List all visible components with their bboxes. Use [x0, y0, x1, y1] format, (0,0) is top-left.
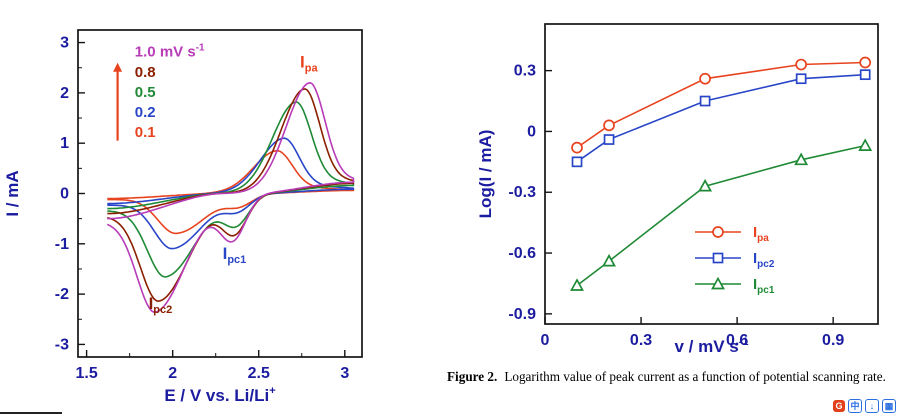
data-point: [712, 252, 724, 264]
x-tick-label: 2: [168, 365, 177, 382]
y-tick-label: -0.3: [508, 184, 536, 201]
x-tick-label: 0.3: [630, 332, 652, 349]
cv-legend-entry: 0.5: [135, 84, 156, 101]
x-axis-label: E / V vs. Li/Li+: [164, 385, 275, 405]
plot-frame: [544, 23, 879, 325]
cv-curve-0.5-mV-s-1: [107, 101, 355, 278]
y-tick-label: -1: [55, 236, 69, 253]
data-point: [603, 119, 615, 132]
y-tick-label: 2: [60, 85, 69, 102]
y-tick-label: 1: [60, 135, 69, 152]
data-point: [699, 72, 711, 85]
y-axis-label: Log(I / mA): [476, 130, 495, 219]
red-app-icon[interactable]: G: [833, 400, 845, 412]
x-tick-label: 0.9: [822, 332, 844, 349]
cv-legend-entry: 0.2: [135, 104, 156, 121]
data-point: [858, 138, 873, 151]
series-line-Ipc2: [576, 73, 866, 163]
tray-icons: G 中 ↓ ▦: [833, 399, 896, 413]
data-point: [711, 276, 725, 290]
cv-curve-0.2-mV-s-1: [107, 137, 355, 250]
y-tick-label: -2: [55, 286, 69, 303]
data-point: [699, 95, 711, 107]
y-tick-label: -0.6: [508, 245, 536, 262]
series-line-Ipc1: [576, 144, 866, 287]
x-tick-label: 2.5: [248, 365, 270, 382]
figure-caption-text: Logarithm value of peak current as a fun…: [504, 369, 886, 384]
data-point: [795, 58, 808, 71]
cv-legend-entry: 0.1: [135, 124, 156, 141]
peak-label-pc1: Ipc1: [223, 244, 247, 266]
cv-legend-entry: 0.8: [135, 64, 156, 81]
data-point: [603, 134, 615, 145]
y-tick-label: 0: [60, 186, 69, 203]
figure-caption-label: Figure 2.: [447, 369, 498, 384]
data-point: [859, 69, 871, 81]
figure-caption: Figure 2. Logarithm value of peak current…: [447, 368, 899, 385]
y-tick-label: -3: [55, 336, 69, 353]
peak-label-pa: Ipa: [300, 53, 318, 75]
data-point: [571, 156, 583, 168]
peak-label-pc2: Ipc2: [149, 294, 173, 316]
log-peak-current-chart: 0 0.3 0.6 0.9 -0.9 -0.6 -0.3 0 0.3 Log(I / mA) v /…: [476, 23, 879, 356]
y-tick-label: 0: [527, 123, 536, 140]
legend-label-Ipc2: Ipc2: [753, 250, 775, 270]
y-tick-label: -0.9: [508, 306, 536, 323]
legend-label-Ipc1: Ipc1: [753, 276, 775, 296]
download-icon[interactable]: ↓: [865, 399, 879, 413]
data-point: [602, 253, 616, 267]
cv-curve-1.0-mV-s-1: [106, 82, 355, 313]
cv-legend-entry: 1.0 mV s-1: [135, 43, 205, 61]
y-tick-label: 3: [60, 35, 69, 52]
data-point: [794, 152, 809, 166]
scan-rate-arrowhead: [113, 62, 123, 72]
data-point: [712, 226, 724, 238]
x-tick-label: 0.6: [726, 332, 748, 349]
data-point: [698, 178, 713, 192]
data-point: [571, 141, 583, 154]
x-tick-label: 1.5: [75, 365, 97, 382]
page-edge-line: [0, 412, 62, 414]
reader-icon[interactable]: ▦: [882, 399, 896, 413]
cv-chart: 1.5 2 2.5 3 -3 -2 -1 0 1 2 3 I / mA E / V vs. Li/Li+…: [3, 29, 363, 405]
y-tick-label: 0.3: [514, 63, 536, 80]
x-axis-label: v / mV s-1: [674, 336, 748, 356]
legend-label-Ipa: Ipa: [753, 224, 769, 244]
x-tick-label: 3: [340, 365, 349, 382]
x-tick-label: 0: [541, 332, 550, 349]
data-point: [795, 73, 807, 85]
cv-curve-0.1-mV-s-1: [107, 149, 355, 235]
y-axis-label: I / mA: [3, 170, 22, 216]
data-point: [859, 56, 872, 69]
translate-icon[interactable]: 中: [848, 399, 862, 413]
data-point: [570, 278, 584, 291]
